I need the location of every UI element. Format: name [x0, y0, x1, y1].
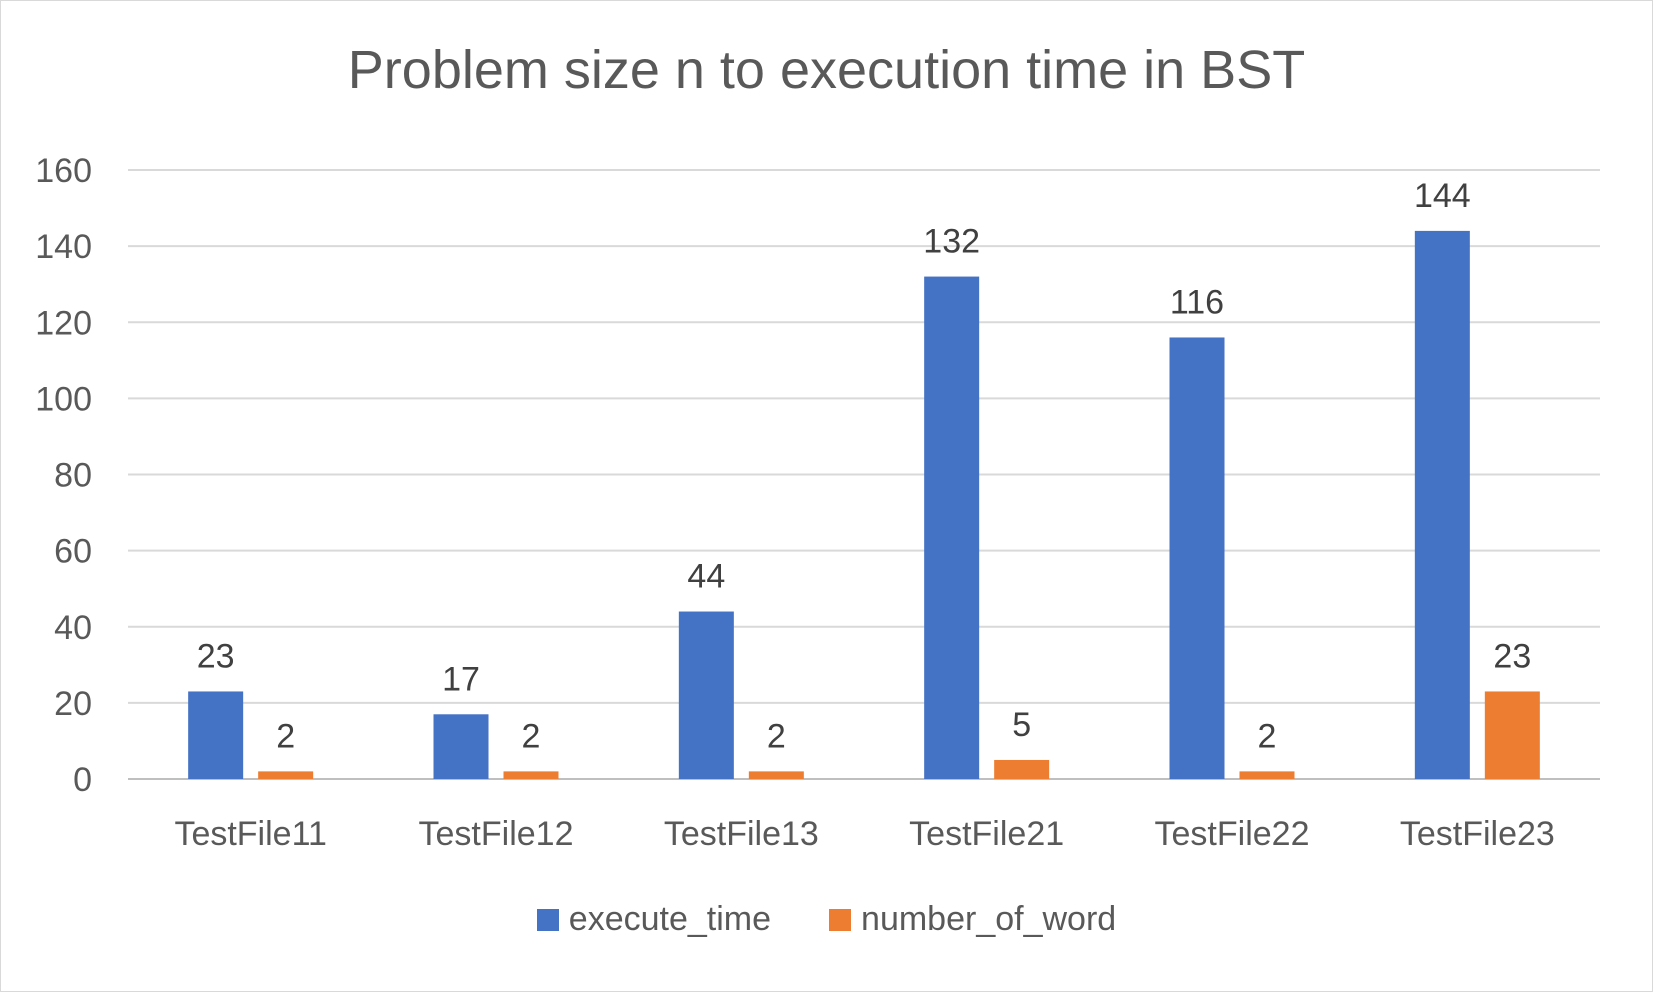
bar-number-of-word-testfile23	[1484, 691, 1540, 779]
y-tick-label: 20	[54, 685, 92, 723]
data-label-execute-time-testfile21: 132	[923, 223, 980, 261]
y-tick-label: 0	[73, 761, 92, 799]
data-label-number-of-word-testfile23: 23	[1493, 637, 1531, 675]
y-tick-label: 60	[54, 533, 92, 571]
bar-number-of-word-testfile12	[503, 771, 559, 779]
legend-label-execute-time: execute_time	[568, 900, 772, 938]
bar-number-of-word-testfile11	[258, 771, 314, 779]
data-label-execute-time-testfile11: 23	[197, 637, 235, 675]
data-label-execute-time-testfile12: 17	[442, 660, 480, 698]
x-tick-label-testfile21: TestFile21	[909, 815, 1064, 853]
x-tick-label-testfile22: TestFile22	[1155, 815, 1310, 853]
data-label-execute-time-testfile22: 116	[1170, 283, 1224, 321]
data-label-number-of-word-testfile22: 2	[1258, 717, 1277, 755]
data-label-number-of-word-testfile12: 2	[522, 717, 541, 755]
y-tick-label: 100	[35, 380, 92, 418]
bar-number-of-word-testfile13	[748, 771, 804, 779]
data-label-execute-time-testfile13: 44	[687, 558, 725, 596]
chart-legend: execute_time number_of_word	[0, 900, 1653, 939]
y-tick-label: 120	[35, 304, 92, 342]
bar-execute-time-testfile23	[1414, 230, 1470, 779]
legend-item-execute-time: execute_time	[536, 900, 772, 939]
y-tick-label: 140	[35, 228, 92, 266]
x-tick-label-testfile11: TestFile11	[174, 815, 326, 853]
bar-execute-time-testfile12	[433, 714, 489, 779]
x-tick-label-testfile12: TestFile12	[419, 815, 574, 853]
y-tick-label: 80	[54, 457, 92, 495]
data-label-number-of-word-testfile21: 5	[1012, 706, 1031, 744]
legend-label-number-of-word: number_of_word	[861, 900, 1117, 938]
legend-swatch-number-of-word	[829, 908, 852, 931]
y-tick-label: 40	[54, 609, 92, 647]
x-tick-label-testfile23: TestFile23	[1400, 815, 1555, 853]
bar-execute-time-testfile22	[1169, 337, 1225, 779]
data-label-number-of-word-testfile13: 2	[767, 717, 786, 755]
legend-swatch-execute-time	[536, 908, 559, 931]
x-tick-label-testfile13: TestFile13	[664, 815, 819, 853]
legend-item-number-of-word: number_of_word	[829, 900, 1116, 939]
bar-execute-time-testfile11	[188, 691, 244, 779]
bar-number-of-word-testfile21	[994, 759, 1050, 779]
bar-execute-time-testfile13	[678, 611, 734, 779]
bar-number-of-word-testfile22	[1239, 771, 1295, 779]
data-label-execute-time-testfile23: 144	[1414, 177, 1471, 215]
chart-title: Problem size n to execution time in BST	[347, 40, 1306, 100]
y-tick-label: 160	[35, 152, 92, 190]
data-label-number-of-word-testfile11: 2	[276, 717, 295, 755]
bar-execute-time-testfile21	[924, 276, 980, 779]
